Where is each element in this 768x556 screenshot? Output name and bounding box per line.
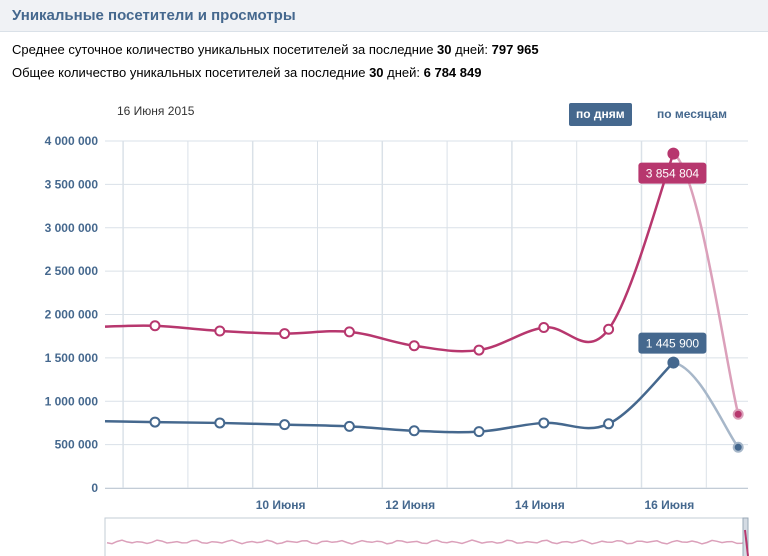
- y-tick-label: 1 000 000: [45, 394, 99, 408]
- avg-visitors-days: 30: [437, 42, 452, 57]
- visitors-point: [603, 418, 615, 430]
- visitors-point: [473, 426, 485, 438]
- visitors-peak-label-bg: [638, 332, 707, 354]
- views-peak-label-bg: [638, 162, 707, 184]
- by-days-button[interactable]: по дням: [569, 103, 632, 126]
- navigator-frame: [104, 517, 749, 556]
- visitors-point: [343, 420, 355, 432]
- avg-visitors-prefix: Среднее суточное количество уникальных п…: [12, 42, 438, 57]
- y-tick-label: 4 000 000: [45, 134, 99, 148]
- views-peak-label: 3 854 804: [646, 167, 700, 181]
- navigator-spike: [744, 529, 749, 556]
- views-point: [473, 344, 485, 356]
- y-tick-label: 0: [91, 481, 98, 495]
- y-tick-label: 3 500 000: [45, 177, 99, 191]
- views-point: [279, 328, 291, 340]
- visitors-point: [279, 419, 291, 431]
- x-tick-label: 14 Июня: [515, 498, 565, 512]
- visitors-peak-label: 1 445 900: [646, 337, 700, 351]
- total-visitors-days: 30: [369, 65, 384, 80]
- y-tick-label: 500 000: [55, 438, 99, 452]
- total-visitors-middle: дней:: [383, 65, 424, 80]
- section-title: Уникальные посетители и просмотры: [12, 7, 296, 24]
- visitors-line-tail: [673, 361, 740, 448]
- by-months-button[interactable]: по месяцам: [657, 107, 728, 121]
- y-tick-label: 1 500 000: [45, 351, 99, 365]
- views-point: [603, 323, 615, 335]
- visitors-point: [408, 425, 420, 437]
- views-point: [214, 325, 226, 337]
- avg-visitors-value: 797 965: [491, 42, 539, 57]
- views-point: [732, 408, 744, 420]
- avg-visitors-middle: дней:: [451, 42, 492, 57]
- x-tick-label: 16 Июня: [644, 498, 694, 512]
- y-tick-label: 2 000 000: [45, 308, 99, 322]
- section-header: Уникальные посетители и просмотры: [0, 0, 768, 32]
- views-point: [408, 340, 420, 352]
- visitors-point: [538, 417, 550, 429]
- chart-date: 16 Июня 2015: [117, 104, 195, 118]
- total-visitors-value: 6 784 849: [423, 65, 482, 80]
- visitors-point: [667, 356, 680, 369]
- views-point: [343, 326, 355, 338]
- views-point: [538, 322, 550, 334]
- y-tick-label: 2 500 000: [45, 264, 99, 278]
- views-point: [149, 320, 161, 332]
- visitors-chart: 0 500 000 1 000 000 1 500 000 2 000 000 2 500…: [45, 134, 749, 556]
- x-tick-label: 10 Июня: [256, 498, 306, 512]
- visitors-point: [149, 416, 161, 428]
- x-tick-label: 12 Июня: [385, 498, 435, 512]
- visitors-point: [732, 441, 744, 453]
- total-visitors-line: Общее количество уникальных посетителей …: [12, 65, 481, 80]
- visitors-line: [104, 361, 675, 434]
- visitors-point: [214, 417, 226, 429]
- avg-visitors-line: Среднее суточное количество уникальных п…: [12, 42, 539, 57]
- views-point: [667, 147, 680, 160]
- y-tick-label: 3 000 000: [45, 221, 99, 235]
- total-visitors-prefix: Общее количество уникальных посетителей …: [12, 65, 370, 80]
- navigator-series: [106, 539, 748, 545]
